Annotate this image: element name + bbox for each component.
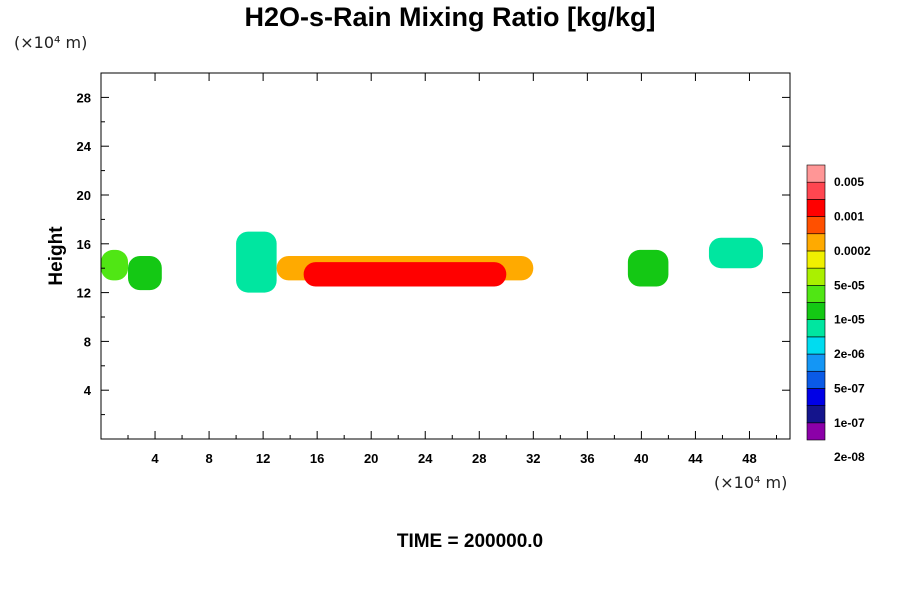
colorbar-swatch: [806, 388, 826, 406]
y-tick-label: 4: [84, 383, 92, 398]
y-axis-unit: (×10⁴ m): [14, 33, 88, 52]
colorbar-swatch: [806, 285, 826, 303]
field-region-6: [708, 237, 763, 269]
time-label: TIME = 200000.0: [396, 531, 544, 552]
colorbar-swatch: [806, 370, 826, 389]
colorbar-swatch: [806, 353, 826, 372]
rain-mixing-ratio-field: [101, 231, 763, 293]
colorbar-swatch: [806, 164, 826, 183]
x-tick-label: 28: [472, 451, 486, 466]
colorbar-swatch: [806, 199, 826, 217]
x-tick-label: 4: [151, 451, 159, 466]
x-tick-label: 48: [742, 451, 756, 466]
colorbar-swatch: [806, 422, 826, 441]
field-region-1: [128, 256, 162, 291]
colorbar-label: 5e-05: [834, 278, 865, 292]
y-tick-label: 28: [77, 90, 91, 105]
x-tick-label: 32: [526, 451, 540, 466]
x-tick-label: 8: [205, 451, 212, 466]
chart-title: H2O-s-Rain Mixing Ratio [kg/kg]: [244, 2, 656, 32]
plot-frame: [100, 72, 791, 440]
colorbar-label: 2e-06: [834, 347, 865, 361]
colorbar-swatch: [806, 216, 826, 235]
x-tick-label: 40: [634, 451, 648, 466]
colorbar-swatch: [806, 233, 826, 252]
colorbar-swatch: [806, 405, 826, 424]
x-axis-unit: (×10⁴ m): [714, 473, 788, 492]
colorbar-swatch: [806, 336, 826, 355]
x-tick-label: 20: [364, 451, 378, 466]
colorbar-label: 0.001: [834, 210, 864, 224]
colorbar-swatch: [806, 181, 826, 200]
x-tick-label: 44: [688, 451, 703, 466]
colorbar: 0.005 0.001 0.0002 5e-05 1e-05 2e-06 5e-07 1e-0…: [806, 164, 871, 464]
x-tick-label: 24: [418, 451, 433, 466]
colorbar-swatch: [806, 302, 826, 320]
y-tick-label: 12: [77, 286, 91, 301]
y-tick-label: 16: [77, 237, 91, 252]
x-tick-label: 16: [310, 451, 324, 466]
colorbar-label: 0.005: [834, 175, 864, 189]
colorbar-label: 1e-05: [834, 313, 865, 327]
colorbar-swatch: [806, 250, 826, 269]
colorbar-label: 2e-08: [834, 450, 865, 464]
y-tick-label: 24: [77, 139, 92, 154]
colorbar-swatch: [806, 267, 826, 286]
x-tick-label: 12: [256, 451, 270, 466]
x-tick-label: 36: [580, 451, 594, 466]
colorbar-label: 0.0002: [834, 244, 871, 258]
field-region-5: [627, 249, 669, 287]
colorbar-label: 5e-07: [834, 381, 865, 395]
field-region-2: [236, 231, 277, 293]
colorbar-label: 1e-07: [834, 416, 865, 430]
y-tick-label: 20: [77, 188, 91, 203]
field-region-0: [101, 249, 129, 281]
y-tick-label: 8: [84, 334, 91, 349]
colorbar-swatch: [806, 319, 826, 338]
field-region-4: [303, 262, 507, 287]
